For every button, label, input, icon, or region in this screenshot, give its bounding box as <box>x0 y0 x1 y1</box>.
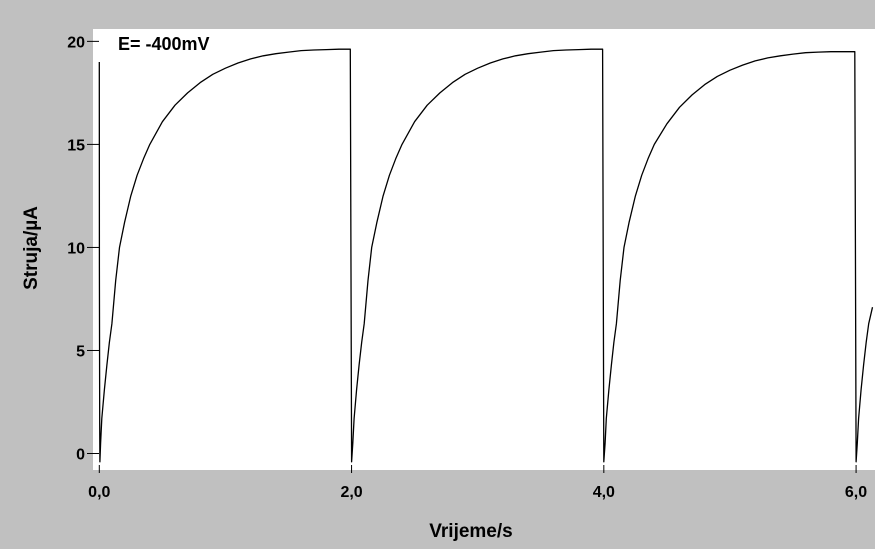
x-tick-label: 2,0 <box>340 484 362 501</box>
y-axis: 0 5 10 15 20 <box>67 34 99 464</box>
y-tick-label: 20 <box>67 34 85 51</box>
series-line-current <box>98 48 874 463</box>
y-axis-title: Struja/µA <box>21 206 42 290</box>
y-tick-label: 10 <box>67 240 85 257</box>
y-tick-label: 0 <box>76 447 85 464</box>
annotation-potential: E= -400mV <box>118 34 210 54</box>
x-tick-label: 4,0 <box>593 484 615 501</box>
y-tick-label: 15 <box>67 137 85 154</box>
plot-area <box>93 29 875 470</box>
x-axis-title: Vrijeme/s <box>429 521 512 542</box>
x-axis: 0,0 2,0 4,0 6,0 <box>88 465 867 501</box>
y-tick-label: 5 <box>76 343 85 360</box>
x-tick-label: 0,0 <box>88 484 110 501</box>
x-tick-label: 6,0 <box>845 484 867 501</box>
